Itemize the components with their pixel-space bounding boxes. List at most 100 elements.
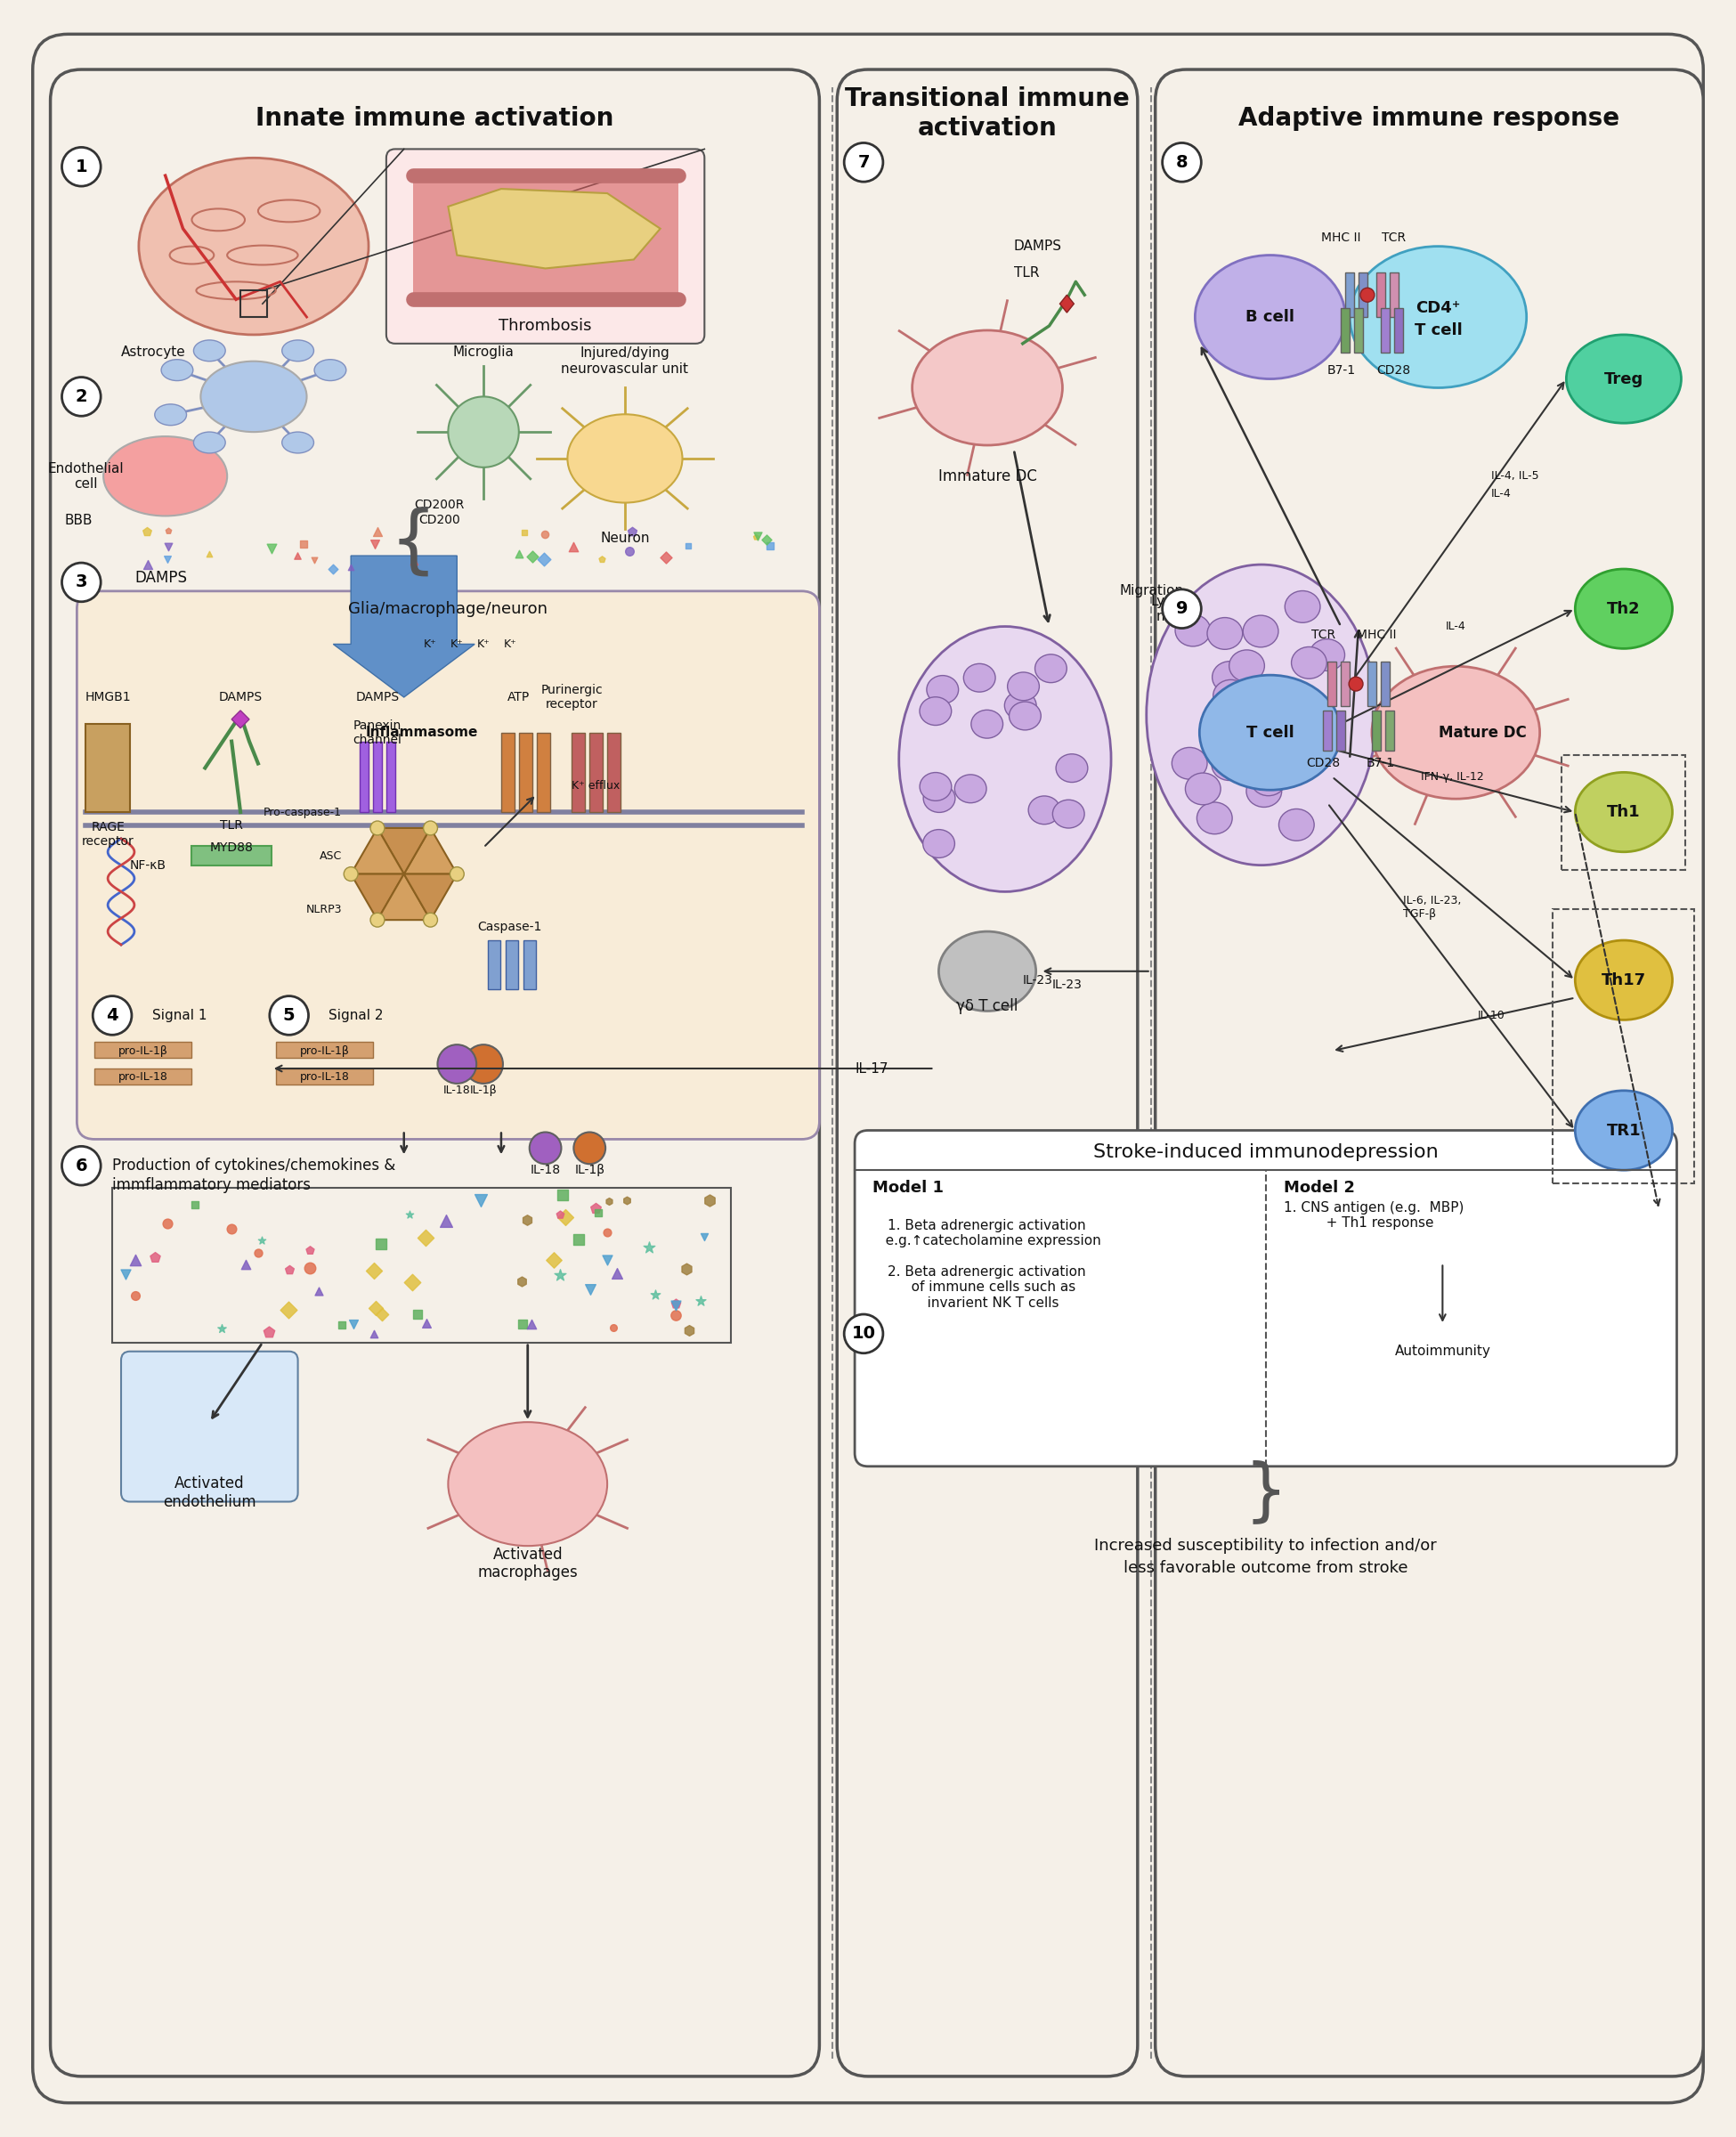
Ellipse shape bbox=[1200, 675, 1340, 791]
Text: ATP: ATP bbox=[507, 690, 529, 703]
Ellipse shape bbox=[1309, 639, 1345, 671]
Bar bbox=[519, 733, 533, 812]
Bar bbox=[571, 733, 585, 812]
Point bbox=[134, 547, 161, 581]
Point bbox=[552, 1201, 580, 1235]
Bar bbox=[1354, 308, 1363, 353]
Ellipse shape bbox=[924, 784, 955, 812]
Circle shape bbox=[92, 996, 132, 1034]
Point bbox=[576, 1272, 604, 1306]
Text: immflammatory mediators: immflammatory mediators bbox=[113, 1177, 311, 1192]
Text: K⁺: K⁺ bbox=[503, 639, 517, 650]
Text: }: } bbox=[1245, 1460, 1288, 1526]
Ellipse shape bbox=[155, 404, 186, 425]
Text: TCR: TCR bbox=[1382, 231, 1406, 244]
Circle shape bbox=[464, 1045, 503, 1083]
Circle shape bbox=[437, 1045, 476, 1083]
Text: γδ T cell: γδ T cell bbox=[957, 998, 1019, 1015]
Point bbox=[509, 1308, 536, 1342]
Text: 9: 9 bbox=[1175, 600, 1187, 618]
Bar bbox=[590, 733, 602, 812]
Text: TR1: TR1 bbox=[1606, 1122, 1641, 1139]
Point bbox=[519, 539, 547, 573]
Circle shape bbox=[269, 996, 309, 1034]
Bar bbox=[359, 742, 368, 812]
Point bbox=[675, 1312, 703, 1346]
Point bbox=[559, 530, 587, 564]
Text: CD200R: CD200R bbox=[415, 498, 465, 511]
Ellipse shape bbox=[927, 675, 958, 703]
Point bbox=[290, 528, 318, 562]
Circle shape bbox=[450, 868, 464, 880]
Ellipse shape bbox=[1028, 795, 1061, 825]
Text: IL-17: IL-17 bbox=[854, 1062, 889, 1075]
Polygon shape bbox=[351, 827, 404, 874]
Point bbox=[757, 530, 785, 564]
Point bbox=[243, 1235, 271, 1269]
Text: TLR: TLR bbox=[220, 818, 243, 831]
FancyBboxPatch shape bbox=[1154, 71, 1703, 2077]
Text: IL-6, IL-23,: IL-6, IL-23, bbox=[1403, 895, 1462, 906]
Bar bbox=[1554, 910, 1694, 1184]
FancyBboxPatch shape bbox=[854, 1130, 1677, 1466]
Bar bbox=[413, 175, 679, 299]
Text: Pro-caspase-1: Pro-caspase-1 bbox=[264, 806, 342, 818]
Text: IL-23: IL-23 bbox=[1023, 974, 1052, 987]
Circle shape bbox=[573, 1133, 606, 1165]
Point bbox=[248, 1222, 276, 1257]
Text: pro-IL-1β: pro-IL-1β bbox=[300, 1045, 349, 1056]
Bar bbox=[94, 1068, 191, 1083]
Ellipse shape bbox=[448, 397, 519, 468]
Point bbox=[467, 1184, 495, 1218]
Ellipse shape bbox=[1035, 654, 1068, 682]
Text: TGF-β: TGF-β bbox=[1403, 908, 1436, 919]
Bar bbox=[1377, 274, 1385, 316]
Text: IL-18: IL-18 bbox=[529, 1165, 561, 1175]
Text: Glia/macrophage/neuron: Glia/macrophage/neuron bbox=[349, 600, 549, 618]
Point bbox=[517, 1306, 545, 1340]
Point bbox=[217, 1212, 245, 1246]
Polygon shape bbox=[448, 188, 660, 269]
Text: Inflammasome: Inflammasome bbox=[365, 727, 477, 739]
Text: 3: 3 bbox=[75, 575, 87, 590]
FancyBboxPatch shape bbox=[33, 34, 1703, 2103]
Bar bbox=[94, 1043, 191, 1058]
Polygon shape bbox=[231, 709, 250, 729]
Bar bbox=[1359, 274, 1368, 316]
Bar bbox=[276, 1068, 373, 1083]
Ellipse shape bbox=[1217, 707, 1252, 739]
Point bbox=[585, 1195, 613, 1229]
Point bbox=[589, 543, 616, 577]
Text: Microglia: Microglia bbox=[453, 346, 514, 359]
Ellipse shape bbox=[1349, 246, 1526, 387]
Bar bbox=[113, 1188, 731, 1342]
Text: IL-4: IL-4 bbox=[1491, 487, 1512, 500]
Point bbox=[696, 1184, 724, 1218]
Point bbox=[582, 1190, 609, 1225]
FancyBboxPatch shape bbox=[387, 150, 705, 344]
Text: Astrocyte: Astrocyte bbox=[122, 346, 186, 359]
Ellipse shape bbox=[1213, 680, 1248, 712]
Text: Adaptive immune response: Adaptive immune response bbox=[1240, 105, 1620, 130]
Ellipse shape bbox=[955, 774, 986, 804]
Point bbox=[141, 1239, 168, 1274]
Text: K⁺: K⁺ bbox=[424, 639, 437, 650]
Circle shape bbox=[62, 562, 101, 603]
Bar bbox=[373, 742, 382, 812]
Point bbox=[661, 1297, 689, 1331]
Bar bbox=[488, 940, 500, 989]
Point bbox=[396, 1197, 424, 1231]
Bar bbox=[1380, 662, 1389, 705]
Text: 5: 5 bbox=[283, 1007, 295, 1024]
Ellipse shape bbox=[920, 697, 951, 724]
Point bbox=[753, 521, 781, 556]
Ellipse shape bbox=[1371, 667, 1540, 799]
Point bbox=[672, 1252, 700, 1286]
Point bbox=[687, 1284, 715, 1319]
Ellipse shape bbox=[1186, 774, 1220, 806]
Point bbox=[122, 1278, 149, 1312]
Ellipse shape bbox=[1172, 748, 1207, 780]
Bar bbox=[85, 724, 130, 812]
Text: NLRP3: NLRP3 bbox=[306, 904, 342, 915]
Point bbox=[595, 1184, 623, 1218]
